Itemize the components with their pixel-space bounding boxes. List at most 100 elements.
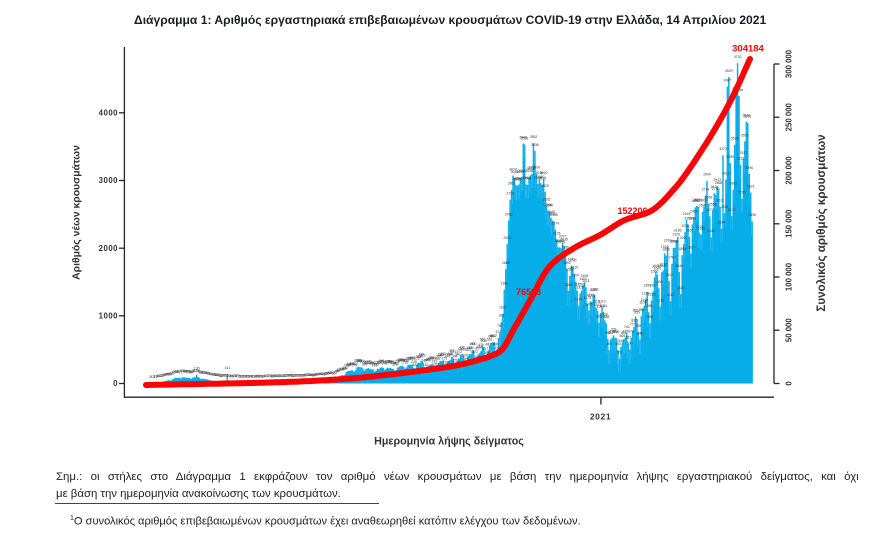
svg-text:18: 18 <box>281 374 285 378</box>
svg-text:1406: 1406 <box>655 280 663 284</box>
svg-text:2540: 2540 <box>546 203 554 207</box>
svg-text:20: 20 <box>274 374 278 378</box>
svg-text:214: 214 <box>367 361 373 365</box>
svg-text:274: 274 <box>427 357 433 361</box>
svg-text:4000: 4000 <box>99 109 119 118</box>
svg-text:1366: 1366 <box>565 283 573 287</box>
svg-text:38: 38 <box>212 373 216 377</box>
svg-text:1320: 1320 <box>677 286 685 290</box>
svg-text:55: 55 <box>206 372 210 376</box>
svg-text:2960: 2960 <box>537 175 545 179</box>
svg-text:197: 197 <box>353 362 359 366</box>
svg-text:304184: 304184 <box>732 44 764 55</box>
svg-text:50: 50 <box>167 372 171 376</box>
svg-text:21: 21 <box>282 374 286 378</box>
svg-text:41: 41 <box>322 373 326 377</box>
svg-text:1119: 1119 <box>598 300 605 304</box>
svg-text:610: 610 <box>490 334 496 338</box>
svg-text:16: 16 <box>157 374 161 378</box>
svg-text:2785: 2785 <box>712 187 720 191</box>
svg-text:250: 250 <box>396 358 402 362</box>
svg-text:3046: 3046 <box>525 169 533 173</box>
svg-text:123: 123 <box>340 367 346 371</box>
svg-text:19: 19 <box>228 374 232 378</box>
svg-text:3016: 3016 <box>536 171 544 175</box>
svg-text:2625: 2625 <box>543 198 551 202</box>
svg-text:2012: 2012 <box>556 239 564 243</box>
svg-text:3436: 3436 <box>531 143 539 147</box>
svg-text:220: 220 <box>383 360 389 364</box>
svg-text:2659: 2659 <box>705 195 713 199</box>
svg-text:18: 18 <box>272 374 276 378</box>
svg-text:25: 25 <box>290 374 294 378</box>
svg-text:83: 83 <box>186 370 190 374</box>
svg-text:2516: 2516 <box>721 205 729 209</box>
svg-text:20: 20 <box>227 374 231 378</box>
svg-text:176: 176 <box>344 363 350 367</box>
svg-text:1040: 1040 <box>597 305 605 309</box>
svg-text:2472: 2472 <box>728 208 736 212</box>
svg-text:837: 837 <box>631 319 637 323</box>
svg-text:251: 251 <box>453 358 459 362</box>
svg-text:15: 15 <box>239 374 243 378</box>
svg-text:22: 22 <box>291 374 295 378</box>
svg-text:69: 69 <box>189 371 193 375</box>
svg-text:192: 192 <box>433 362 439 366</box>
svg-text:2395: 2395 <box>550 213 558 217</box>
svg-text:2994: 2994 <box>703 173 711 177</box>
svg-text:2603: 2603 <box>692 199 700 203</box>
svg-text:1354: 1354 <box>643 284 651 288</box>
svg-text:69: 69 <box>202 371 206 375</box>
svg-text:4387: 4387 <box>724 78 732 82</box>
svg-text:648: 648 <box>637 331 643 335</box>
svg-text:1646: 1646 <box>652 264 660 268</box>
svg-text:2730: 2730 <box>738 191 746 195</box>
svg-text:417: 417 <box>482 347 488 351</box>
svg-text:1108: 1108 <box>639 300 646 304</box>
svg-text:96: 96 <box>336 369 340 373</box>
svg-text:2411: 2411 <box>549 212 556 216</box>
svg-text:3256: 3256 <box>727 155 735 159</box>
svg-text:256: 256 <box>399 358 405 362</box>
svg-text:3546: 3546 <box>519 135 527 139</box>
svg-text:219: 219 <box>402 361 408 365</box>
svg-text:107: 107 <box>337 368 343 372</box>
svg-text:672: 672 <box>496 330 502 334</box>
svg-text:13: 13 <box>252 374 256 378</box>
svg-text:2350: 2350 <box>689 216 697 220</box>
svg-text:4529: 4529 <box>725 69 733 73</box>
svg-text:26: 26 <box>303 374 307 378</box>
svg-text:62: 62 <box>205 371 209 375</box>
svg-text:2863: 2863 <box>729 182 737 186</box>
svg-text:300 000: 300 000 <box>785 49 794 78</box>
svg-text:82: 82 <box>176 370 180 374</box>
svg-text:61: 61 <box>330 371 334 375</box>
svg-text:2415: 2415 <box>683 212 691 216</box>
svg-text:2611: 2611 <box>716 199 723 203</box>
svg-text:70: 70 <box>171 371 175 375</box>
svg-text:15: 15 <box>246 374 250 378</box>
svg-text:1386: 1386 <box>501 282 509 286</box>
svg-text:3317: 3317 <box>740 151 748 155</box>
svg-text:3020: 3020 <box>540 171 548 175</box>
svg-text:1226: 1226 <box>648 292 656 296</box>
svg-text:250 000: 250 000 <box>785 102 794 131</box>
svg-text:435: 435 <box>466 346 472 350</box>
svg-text:2942: 2942 <box>522 176 530 180</box>
svg-text:438: 438 <box>459 346 465 350</box>
svg-text:237: 237 <box>395 359 401 363</box>
svg-text:Αριθμός νέων κρουσμάτων: Αριθμός νέων κρουσμάτων <box>72 145 83 280</box>
svg-text:1566: 1566 <box>651 269 659 273</box>
svg-text:141: 141 <box>224 366 230 370</box>
svg-text:487: 487 <box>485 342 491 346</box>
svg-text:64: 64 <box>204 371 208 375</box>
svg-text:2445: 2445 <box>547 210 555 214</box>
svg-text:269: 269 <box>434 357 440 361</box>
svg-text:85: 85 <box>188 370 192 374</box>
svg-text:179: 179 <box>392 363 398 367</box>
svg-text:14: 14 <box>155 374 159 378</box>
svg-text:1357: 1357 <box>649 284 657 288</box>
svg-text:3012: 3012 <box>722 172 730 176</box>
svg-text:46: 46 <box>319 372 323 376</box>
svg-text:3870: 3870 <box>743 113 751 117</box>
